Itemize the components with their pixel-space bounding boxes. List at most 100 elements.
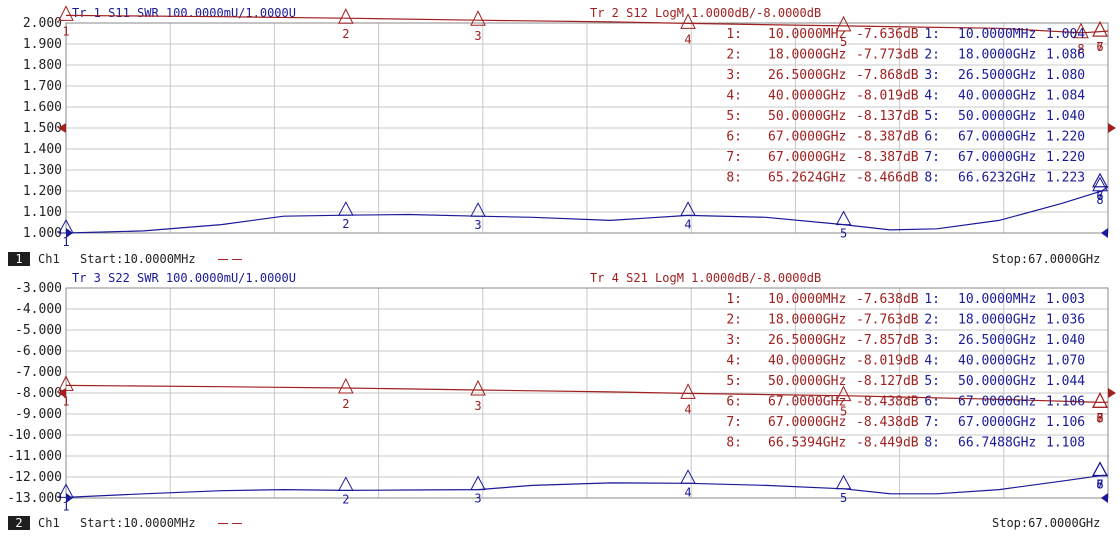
marker-readout-freq-red: 67.0000GHz	[768, 395, 846, 410]
marker-readout-freq-red: 50.0000GHz	[768, 374, 846, 389]
y-tick-label: -7.000	[15, 365, 62, 380]
marker-readout-value-blue: 1.106	[1046, 415, 1085, 430]
marker-readout-id-red: 8:	[726, 171, 742, 186]
marker-number-red: 6	[1096, 40, 1103, 54]
marker-readout-id-red: 7:	[726, 150, 742, 165]
marker-readout-freq-blue: 40.0000GHz	[958, 354, 1036, 369]
marker-readout-id-blue: 1:	[924, 27, 940, 42]
trace-line-blue	[65, 186, 1109, 234]
marker-triangle-red	[58, 5, 74, 21]
start-frequency-label[interactable]: Start:10.0000MHz	[80, 516, 196, 530]
marker-triangle-blue	[1092, 461, 1108, 477]
marker-number-blue: 7	[1096, 478, 1103, 492]
marker-readout-value-red: -8.438dB	[856, 395, 919, 410]
marker-readout-value-blue: 1.084	[1046, 89, 1085, 104]
marker-readout-value-red: -8.019dB	[856, 354, 919, 369]
marker-number-red: 6	[1096, 411, 1103, 425]
marker-readout-freq-red: 26.5000GHz	[768, 68, 846, 83]
marker-readout-id-red: 7:	[726, 415, 742, 430]
marker-triangle-blue	[1092, 461, 1108, 476]
marker-triangle-blue	[470, 475, 486, 491]
marker-number-blue: 5	[840, 227, 847, 241]
marker-readout-id-blue: 6:	[924, 395, 940, 410]
marker-number-blue: 8	[1096, 193, 1103, 207]
marker-number-red: 3	[474, 399, 481, 413]
marker-number-red: 5	[840, 35, 847, 49]
y-tick-label: 1.300	[23, 163, 62, 178]
start-frequency-label[interactable]: Start:10.0000MHz	[80, 252, 196, 266]
marker-readout-value-blue: 1.108	[1046, 436, 1085, 451]
marker-readout-id-blue: 1:	[924, 292, 940, 307]
marker-number-blue: 5	[840, 491, 847, 505]
marker-readout-value-red: -8.438dB	[856, 415, 919, 430]
marker-readout-freq-blue: 67.0000GHz	[958, 395, 1036, 410]
marker-readout-freq-blue: 66.6232GHz	[958, 171, 1036, 186]
marker-readout-id-blue: 6:	[924, 130, 940, 145]
marker-readout-freq-red: 26.5000GHz	[768, 333, 846, 348]
marker-triangle-blue	[1092, 461, 1108, 477]
y-tick-label: -10.000	[7, 428, 62, 443]
marker-readout-id-blue: 7:	[924, 150, 940, 165]
marker-readout-freq-red: 10.0000MHz	[768, 292, 846, 307]
marker-number-blue: 8	[1096, 477, 1103, 491]
marker-number-blue: 6	[1096, 189, 1103, 203]
marker-readout-id-red: 4:	[726, 89, 742, 104]
legend-dash	[218, 259, 228, 260]
legend-dash	[232, 523, 242, 524]
marker-readout-freq-red: 67.0000GHz	[768, 415, 846, 430]
marker-triangle-blue	[835, 210, 852, 226]
marker-triangle-blue	[1092, 176, 1108, 192]
reference-arrow-blue	[1101, 228, 1108, 238]
trace-line-red	[65, 384, 1109, 404]
marker-triangle-red	[835, 385, 852, 402]
marker-triangle-red	[338, 8, 354, 24]
marker-readout-freq-red: 65.2624GHz	[768, 171, 846, 186]
stop-frequency-label[interactable]: Stop:67.0000GHz	[992, 516, 1101, 530]
marker-number-blue: 4	[684, 485, 691, 499]
y-tick-label: 1.100	[23, 205, 62, 220]
marker-triangle-blue	[680, 201, 696, 216]
marker-triangle-blue	[337, 476, 354, 491]
marker-number-blue: 7	[1096, 189, 1103, 203]
marker-number-red: 7	[1096, 40, 1103, 54]
marker-readout-freq-red: 40.0000GHz	[768, 89, 846, 104]
marker-readout-id-red: 5:	[726, 109, 742, 124]
y-tick-label: -6.000	[15, 344, 62, 359]
legend-dash	[232, 259, 242, 260]
channel-number-badge[interactable]: 2	[8, 516, 30, 530]
marker-number-blue: 1	[62, 235, 69, 249]
y-tick-label: 1.800	[23, 58, 62, 73]
marker-readout-id-blue: 4:	[924, 354, 940, 369]
marker-readout-id-red: 2:	[726, 313, 742, 328]
marker-readout-value-red: -7.868dB	[856, 68, 919, 83]
marker-readout-value-blue: 1.004	[1046, 27, 1085, 42]
marker-readout-freq-red: 66.5394GHz	[768, 436, 846, 451]
reference-arrow-blue	[66, 493, 73, 503]
marker-number-red: 4	[684, 402, 691, 416]
marker-triangle-red	[1092, 21, 1108, 37]
channel-number-badge[interactable]: 1	[8, 252, 30, 266]
reference-arrow-red	[58, 123, 66, 133]
marker-readout-freq-red: 50.0000GHz	[768, 109, 846, 124]
marker-triangle-red	[338, 377, 354, 394]
stop-frequency-label[interactable]: Stop:67.0000GHz	[992, 252, 1101, 266]
marker-triangle-red	[680, 13, 696, 29]
marker-number-blue: 3	[474, 492, 481, 506]
y-tick-label: -9.000	[15, 407, 62, 422]
marker-triangle-blue	[835, 474, 852, 490]
channel-label: Ch1	[38, 252, 60, 266]
marker-number-blue: 3	[474, 218, 481, 232]
marker-readout-value-blue: 1.044	[1046, 374, 1085, 389]
marker-readout-freq-red: 67.0000GHz	[768, 130, 846, 145]
y-tick-label: 1.700	[23, 79, 62, 94]
marker-readout-freq-blue: 26.5000GHz	[958, 333, 1036, 348]
marker-triangle-blue	[1092, 172, 1108, 188]
marker-readout-value-red: -7.763dB	[856, 313, 919, 328]
y-tick-label: -11.000	[7, 449, 62, 464]
marker-readout-id-red: 6:	[726, 395, 742, 410]
marker-triangle-blue	[1092, 172, 1108, 188]
marker-readout-id-blue: 8:	[924, 171, 940, 186]
marker-readout-value-blue: 1.070	[1046, 354, 1085, 369]
marker-number-red: 7	[1096, 411, 1103, 425]
